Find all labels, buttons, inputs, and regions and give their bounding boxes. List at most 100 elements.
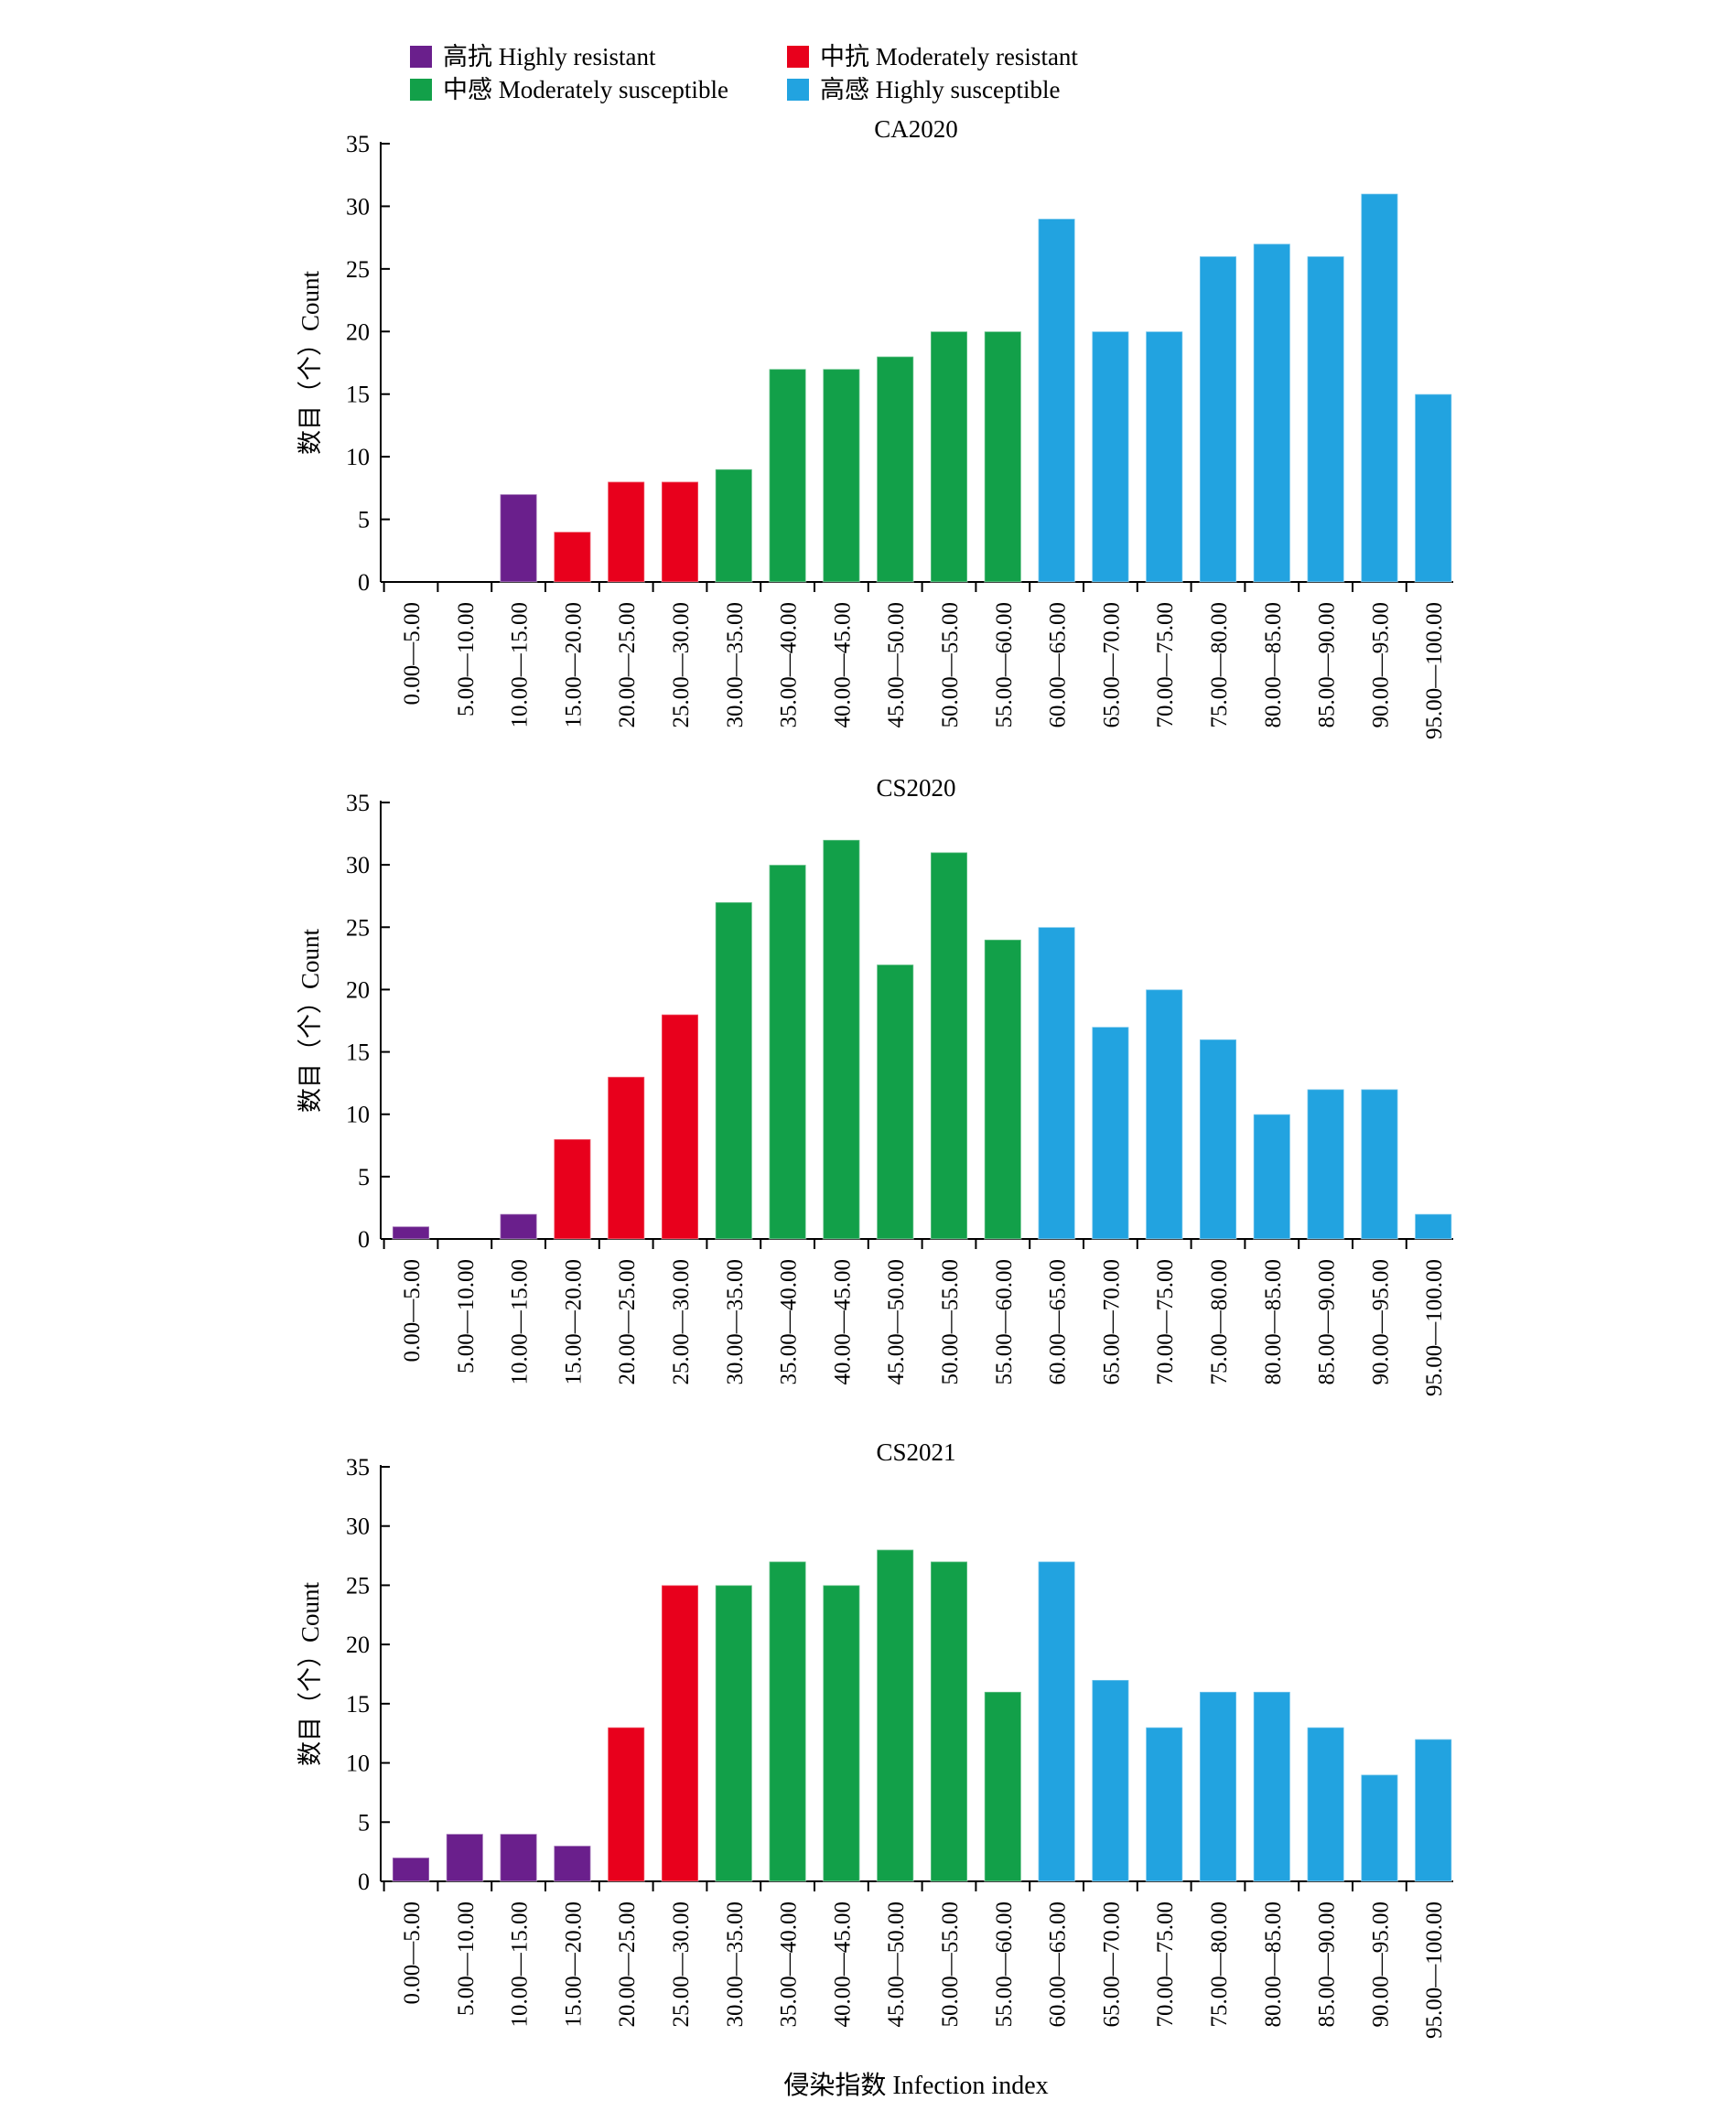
y-tick-label-2-0: 0	[358, 1869, 370, 1895]
x-tick-label-0-10: 50.00—55.00	[938, 602, 963, 728]
y-axis-label-2: 数目（个）Count	[297, 1581, 324, 1766]
x-tick-label-1-15: 75.00—80.00	[1207, 1259, 1232, 1385]
legend-label-highly-resistant: 高抗 Highly resistant	[443, 43, 656, 70]
y-axis-label-0: 数目（个）Count	[297, 270, 324, 455]
bar-2-16	[1253, 1691, 1291, 1882]
bar-2-5	[661, 1584, 699, 1882]
bar-1-11	[984, 939, 1022, 1240]
y-tick-label-2-15: 15	[346, 1691, 370, 1718]
x-tick-label-0-18: 90.00—95.00	[1368, 602, 1393, 728]
x-tick-label-0-4: 20.00—25.00	[615, 602, 640, 728]
x-tick-label-2-5: 25.00—30.00	[669, 1901, 694, 2028]
bar-1-6	[715, 901, 753, 1240]
x-tick-label-0-6: 30.00—35.00	[723, 602, 748, 728]
bar-2-12	[1037, 1560, 1076, 1882]
x-tick-label-2-13: 65.00—70.00	[1099, 1901, 1124, 2028]
bar-2-11	[984, 1691, 1022, 1882]
bar-0-13	[1091, 330, 1130, 583]
x-tick-label-1-2: 10.00—15.00	[508, 1259, 533, 1385]
bar-1-12	[1037, 926, 1076, 1240]
bar-2-13	[1091, 1679, 1130, 1882]
x-tick-label-1-16: 80.00—85.00	[1261, 1259, 1286, 1385]
bar-1-18	[1360, 1088, 1399, 1240]
x-tick-label-2-10: 50.00—55.00	[938, 1901, 963, 2028]
bar-2-3	[553, 1845, 592, 1882]
legend-label-highly-susceptible: 高感 Highly susceptible	[820, 76, 1061, 103]
x-tick-label-1-10: 50.00—55.00	[938, 1259, 963, 1385]
x-tick-label-0-17: 85.00—90.00	[1315, 602, 1340, 728]
x-tick-label-1-4: 20.00—25.00	[615, 1259, 640, 1385]
bar-0-18	[1360, 192, 1399, 583]
y-tick-label-1-5: 5	[358, 1164, 370, 1190]
x-tick-label-0-5: 25.00—30.00	[669, 602, 694, 728]
bar-1-17	[1306, 1088, 1345, 1240]
bar-2-7	[768, 1560, 807, 1882]
y-tick-label-1-30: 30	[346, 852, 370, 878]
bar-0-17	[1306, 255, 1345, 583]
bar-1-13	[1091, 1026, 1130, 1240]
x-tick-label-2-7: 35.00—40.00	[777, 1901, 802, 2028]
x-tick-label-2-6: 30.00—35.00	[723, 1901, 748, 2028]
x-tick-label-1-3: 15.00—20.00	[561, 1259, 586, 1385]
bar-0-15	[1199, 255, 1237, 583]
x-tick-label-1-0: 0.00—5.00	[400, 1259, 425, 1363]
legend-swatch-highly-susceptible	[787, 79, 809, 101]
bar-0-10	[930, 330, 968, 583]
x-tick-label-1-11: 55.00—60.00	[992, 1259, 1017, 1385]
x-tick-label-2-0: 0.00—5.00	[400, 1901, 425, 2005]
bar-0-16	[1253, 242, 1291, 583]
y-axis-label-1: 数目（个）Count	[297, 928, 324, 1113]
x-tick-label-0-0: 0.00—5.00	[400, 602, 425, 706]
x-tick-label-2-9: 45.00—50.00	[884, 1901, 909, 2028]
x-tick-label-1-14: 70.00—75.00	[1153, 1259, 1178, 1385]
y-tick-label-2-30: 30	[346, 1513, 370, 1540]
bar-0-9	[876, 355, 914, 583]
x-tick-label-0-13: 65.00—70.00	[1099, 602, 1124, 728]
bar-1-14	[1145, 988, 1183, 1240]
x-tick-label-0-8: 40.00—45.00	[830, 602, 855, 728]
legend-item-highly-susceptible: 高感 Highly susceptible	[787, 70, 1060, 105]
y-tick-label-1-20: 20	[346, 976, 370, 1003]
x-tick-label-1-5: 25.00—30.00	[669, 1259, 694, 1385]
x-tick-label-1-9: 45.00—50.00	[884, 1259, 909, 1385]
bar-1-9	[876, 964, 914, 1240]
y-tick-label-0-25: 25	[346, 256, 370, 283]
x-tick-label-0-14: 70.00—75.00	[1153, 602, 1178, 728]
legend-swatch-highly-resistant	[410, 46, 432, 68]
chart-title-0: CA2020	[874, 115, 958, 143]
x-tick-label-2-8: 40.00—45.00	[830, 1901, 855, 2028]
y-tick-label-2-25: 25	[346, 1572, 370, 1599]
y-tick-label-0-0: 0	[358, 569, 370, 596]
x-tick-label-0-11: 55.00—60.00	[992, 602, 1017, 728]
x-tick-label-2-17: 85.00—90.00	[1315, 1901, 1340, 2028]
y-tick-label-0-10: 10	[346, 444, 370, 470]
y-tick-label-1-15: 15	[346, 1039, 370, 1066]
x-tick-label-2-15: 75.00—80.00	[1207, 1901, 1232, 2028]
x-tick-label-1-8: 40.00—45.00	[830, 1259, 855, 1385]
y-tick-label-2-35: 35	[346, 1454, 370, 1481]
y-tick-label-1-0: 0	[358, 1226, 370, 1253]
bar-0-12	[1037, 218, 1076, 583]
bar-2-4	[607, 1726, 645, 1882]
x-tick-label-2-2: 10.00—15.00	[508, 1901, 533, 2028]
bar-2-10	[930, 1560, 968, 1882]
bar-2-8	[822, 1584, 861, 1882]
bar-2-14	[1145, 1726, 1183, 1882]
x-tick-label-0-16: 80.00—85.00	[1261, 602, 1286, 728]
bar-0-6	[715, 469, 753, 583]
bar-1-4	[607, 1076, 645, 1240]
bar-0-14	[1145, 330, 1183, 583]
x-tick-label-1-18: 90.00—95.00	[1368, 1259, 1393, 1385]
bar-0-7	[768, 368, 807, 583]
y-tick-label-2-10: 10	[346, 1750, 370, 1777]
x-axis-label-2: 侵染指数 Infection index	[783, 2071, 1048, 2100]
bar-2-17	[1306, 1726, 1345, 1882]
x-tick-label-1-7: 35.00—40.00	[777, 1259, 802, 1385]
x-tick-label-0-3: 15.00—20.00	[561, 602, 586, 728]
bar-2-2	[499, 1833, 538, 1882]
x-tick-label-1-1: 5.00—10.00	[454, 1259, 479, 1373]
legend-item-highly-resistant: 高抗 Highly resistant	[410, 37, 655, 72]
bar-0-3	[553, 531, 592, 583]
bar-1-7	[768, 864, 807, 1240]
x-tick-label-1-19: 95.00—100.00	[1422, 1259, 1447, 1396]
